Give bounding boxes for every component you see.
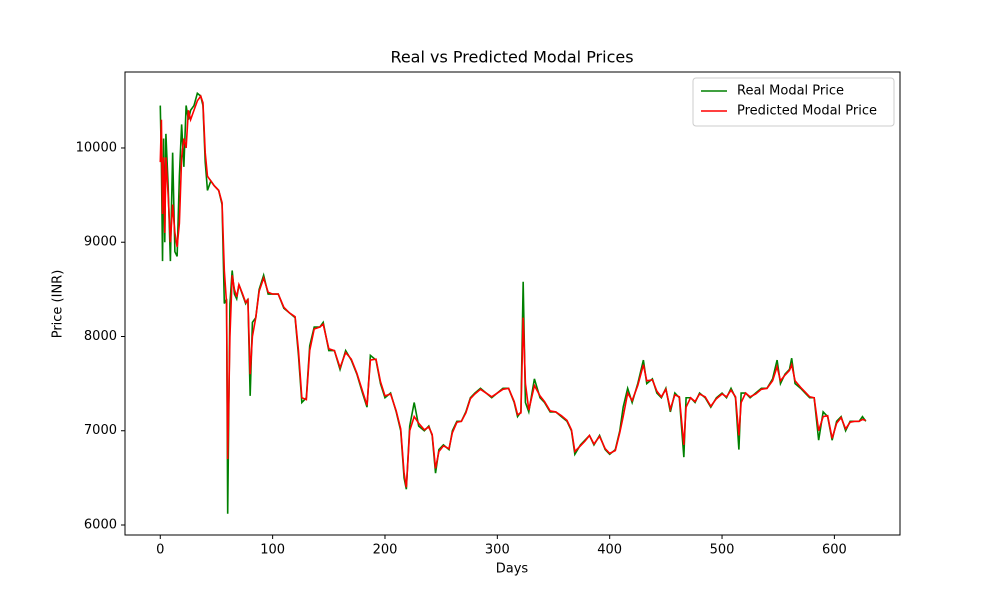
legend-label: Real Modal Price [737,84,844,99]
x-tick-label: 100 [260,543,285,558]
x-axis-label: Days [496,562,529,577]
y-tick-label: 6000 [84,518,117,533]
x-tick-label: 600 [822,543,847,558]
y-axis-label: Price (INR) [51,270,66,339]
legend-box [692,77,895,127]
x-tick-label: 200 [373,543,398,558]
data-line [159,94,867,488]
x-tick-label: 300 [485,543,510,558]
plot-frame [124,71,901,536]
chart-title: Real vs Predicted Modal Prices [390,48,633,67]
x-tick-label: 400 [597,543,622,558]
y-tick-label: 7000 [84,423,117,438]
y-tick-label: 8000 [84,329,117,344]
x-tick-label: 500 [710,543,735,558]
y-tick-label: 9000 [84,235,117,250]
y-tick-label: 10000 [76,140,117,155]
x-tick-label: 0 [156,543,164,558]
legend-label: Predicted Modal Price [737,104,877,119]
